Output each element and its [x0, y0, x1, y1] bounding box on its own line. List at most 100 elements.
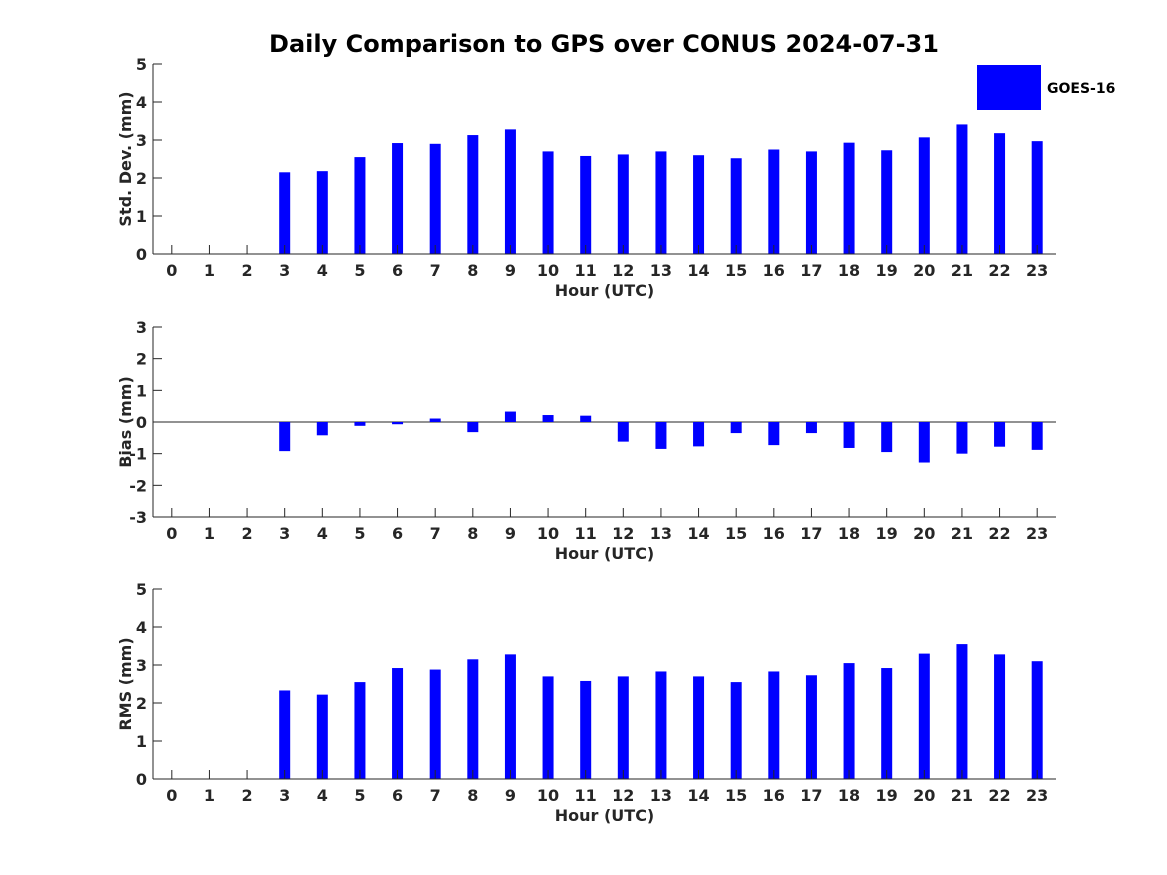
bar-bias-hour-21	[956, 422, 968, 454]
y-tick-label: 0	[136, 770, 147, 789]
bar-std-dev-hour-15	[730, 158, 742, 254]
x-tick-label: 3	[279, 786, 290, 805]
x-axis-label: Hour (UTC)	[555, 806, 655, 825]
x-tick-label: 3	[279, 261, 290, 280]
bar-rms-hour-23	[1031, 661, 1043, 779]
y-tick-label: 2	[136, 350, 147, 369]
bar-rms-hour-7	[429, 669, 441, 779]
bar-rms-hour-4	[316, 694, 328, 779]
x-tick-label: 18	[838, 524, 860, 543]
x-tick-label: 11	[575, 786, 597, 805]
bar-bias-hour-20	[918, 422, 930, 463]
bar-std-dev-hour-18	[843, 142, 855, 254]
bar-bias-hour-13	[655, 422, 667, 449]
x-tick-label: 2	[241, 786, 252, 805]
x-tick-label: 7	[430, 524, 441, 543]
bar-bias-hour-17	[805, 422, 817, 434]
y-tick-label: 3	[136, 131, 147, 150]
bar-bias-hour-12	[617, 422, 629, 442]
x-tick-label: 20	[913, 261, 935, 280]
x-tick-label: 19	[876, 524, 898, 543]
x-tick-label: 23	[1026, 524, 1048, 543]
x-tick-label: 15	[725, 786, 747, 805]
bar-rms-hour-11	[580, 680, 592, 779]
bar-rms-hour-6	[392, 668, 404, 779]
x-tick-label: 13	[650, 261, 672, 280]
x-tick-label: 6	[392, 261, 403, 280]
y-tick-label: 1	[136, 732, 147, 751]
bar-bias-hour-16	[768, 422, 780, 446]
bar-bias-hour-22	[994, 422, 1006, 447]
y-tick-label: 5	[136, 580, 147, 599]
x-tick-label: 8	[467, 524, 478, 543]
bar-bias-hour-7	[429, 418, 441, 422]
x-tick-label: 22	[988, 261, 1010, 280]
bar-rms-hour-19	[881, 668, 893, 779]
y-tick-label: -3	[129, 508, 147, 527]
bar-bias-hour-11	[580, 415, 592, 422]
x-tick-label: 10	[537, 786, 559, 805]
x-tick-label: 1	[204, 261, 215, 280]
x-tick-label: 5	[354, 261, 365, 280]
x-tick-label: 17	[800, 261, 822, 280]
bar-bias-hour-18	[843, 422, 855, 448]
bar-std-dev-hour-21	[956, 124, 968, 254]
bar-std-dev-hour-17	[805, 151, 817, 254]
x-tick-label: 1	[204, 524, 215, 543]
bar-rms-hour-10	[542, 676, 554, 779]
y-tick-label: 5	[136, 55, 147, 74]
bar-std-dev-hour-7	[429, 143, 441, 254]
bar-std-dev-hour-5	[354, 157, 366, 254]
bar-std-dev-hour-6	[392, 143, 404, 254]
x-axis-label: Hour (UTC)	[555, 281, 655, 300]
x-tick-label: 14	[687, 524, 709, 543]
x-tick-label: 7	[430, 786, 441, 805]
x-tick-label: 20	[913, 786, 935, 805]
x-tick-label: 4	[317, 524, 328, 543]
y-tick-label: 1	[136, 381, 147, 400]
y-tick-label: 0	[136, 413, 147, 432]
x-tick-label: 13	[650, 524, 672, 543]
y-tick-label: 3	[136, 656, 147, 675]
x-tick-label: 10	[537, 261, 559, 280]
bar-rms-hour-9	[504, 654, 516, 779]
y-tick-label: 3	[136, 318, 147, 337]
x-tick-label: 22	[988, 786, 1010, 805]
x-tick-label: 14	[687, 786, 709, 805]
x-tick-label: 0	[166, 786, 177, 805]
y-axis-label: Std. Dev. (mm)	[116, 91, 135, 226]
x-tick-label: 6	[392, 786, 403, 805]
x-tick-label: 23	[1026, 261, 1048, 280]
x-tick-label: 4	[317, 261, 328, 280]
x-tick-label: 7	[430, 261, 441, 280]
x-tick-label: 5	[354, 786, 365, 805]
x-tick-label: 4	[317, 786, 328, 805]
bar-std-dev-hour-13	[655, 151, 667, 254]
x-tick-label: 20	[913, 524, 935, 543]
bar-rms-hour-12	[617, 676, 629, 779]
bar-bias-hour-23	[1031, 422, 1043, 450]
bar-rms-hour-3	[279, 690, 291, 779]
bar-std-dev-hour-11	[580, 155, 592, 254]
bar-std-dev-hour-20	[918, 137, 930, 254]
bar-std-dev-hour-4	[316, 171, 328, 254]
x-tick-label: 8	[467, 261, 478, 280]
y-tick-label: -1	[129, 445, 147, 464]
x-tick-label: 0	[166, 524, 177, 543]
x-tick-label: 17	[800, 786, 822, 805]
x-tick-label: 14	[687, 261, 709, 280]
y-axis-label: RMS (mm)	[116, 637, 135, 730]
bar-rms-hour-5	[354, 682, 366, 779]
x-tick-label: 12	[612, 261, 634, 280]
x-tick-label: 5	[354, 524, 365, 543]
bar-std-dev-hour-12	[617, 154, 629, 254]
bar-std-dev-hour-22	[994, 133, 1006, 254]
x-tick-label: 19	[876, 786, 898, 805]
chart-title: Daily Comparison to GPS over CONUS 2024-…	[269, 30, 939, 58]
bar-std-dev-hour-10	[542, 151, 554, 254]
x-tick-label: 3	[279, 524, 290, 543]
x-tick-label: 10	[537, 524, 559, 543]
